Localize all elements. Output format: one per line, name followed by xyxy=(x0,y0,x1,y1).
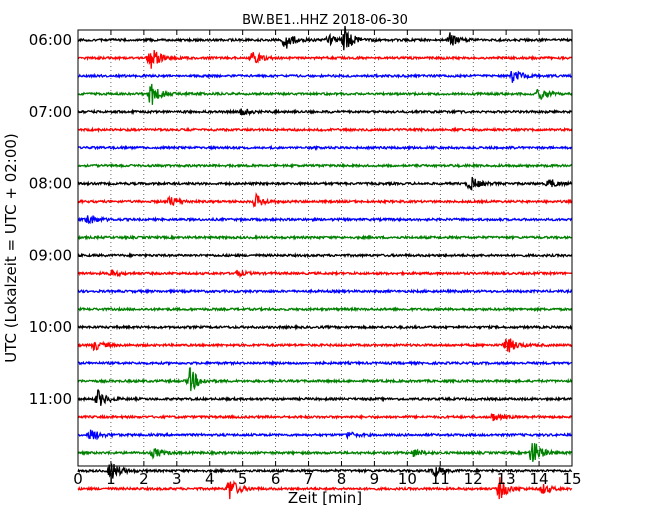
x-tick-label: 8 xyxy=(337,470,347,488)
seismic-trace-8 xyxy=(77,176,573,191)
x-tick-label: 0 xyxy=(73,470,83,488)
seismic-trace-18 xyxy=(77,359,572,367)
seismic-trace-12 xyxy=(77,252,573,259)
x-tick-label: 12 xyxy=(464,470,483,488)
x-tick-label: 3 xyxy=(172,470,182,488)
x-tick-label: 4 xyxy=(205,470,215,488)
seismic-trace-23 xyxy=(77,443,573,462)
y-tick-label: 06:00 xyxy=(29,31,72,49)
x-tick-label: 15 xyxy=(562,470,581,488)
seismic-trace-19 xyxy=(77,367,572,392)
x-tick-label: 10 xyxy=(398,470,417,488)
seismic-trace-2 xyxy=(78,70,573,83)
vertical-grid xyxy=(110,30,540,466)
x-tick-label: 11 xyxy=(431,470,450,488)
seismic-trace-16 xyxy=(77,323,573,331)
seismic-trace-17 xyxy=(77,338,573,353)
seismic-trace-21 xyxy=(77,412,573,422)
seismic-trace-14 xyxy=(77,288,573,295)
seismic-trace-22 xyxy=(77,429,573,441)
chart-title: BW.BE1..HHZ 2018-06-30 xyxy=(242,13,408,28)
x-tick-label: 7 xyxy=(304,470,314,488)
x-tick-label: 6 xyxy=(271,470,281,488)
seismic-trace-10 xyxy=(77,215,573,225)
seismic-trace-11 xyxy=(78,234,573,241)
seismic-trace-9 xyxy=(77,191,573,208)
y-tick-label: 07:00 xyxy=(29,103,72,121)
seismic-trace-4 xyxy=(77,108,573,117)
y-tick-label: 08:00 xyxy=(29,175,72,193)
y-axis-label: UTC (Lokalzeit = UTC + 02:00) xyxy=(2,133,20,363)
x-axis-label: Zeit [min] xyxy=(288,489,362,507)
y-tick-label: 10:00 xyxy=(29,318,72,336)
seismic-trace-0 xyxy=(77,25,573,51)
x-tick-label: 5 xyxy=(238,470,248,488)
y-tick-label: 09:00 xyxy=(29,246,72,264)
x-tick-label: 1 xyxy=(106,470,116,488)
trace-lines xyxy=(77,25,573,500)
x-tick-label: 2 xyxy=(139,470,149,488)
seismic-trace-5 xyxy=(77,126,573,133)
x-tick-label: 14 xyxy=(530,470,549,488)
x-tick-label: 9 xyxy=(370,470,380,488)
seismic-trace-3 xyxy=(78,83,573,105)
seismic-trace-6 xyxy=(77,144,573,151)
seismic-trace-20 xyxy=(77,389,572,406)
seismic-trace-15 xyxy=(77,305,573,313)
seismic-trace-25 xyxy=(77,477,573,500)
seismic-trace-7 xyxy=(77,162,572,170)
x-axis-ticks: 0 1 2 3 4 5 6 7 8 9 10 11 12 13 14 15 xyxy=(73,30,582,488)
plot-frame xyxy=(77,29,573,467)
seismic-trace-24 xyxy=(77,463,573,479)
seismic-trace-13 xyxy=(77,269,573,279)
x-tick-label: 13 xyxy=(497,470,516,488)
seismic-trace-1 xyxy=(77,49,573,69)
y-tick-label: 11:00 xyxy=(29,390,72,408)
y-axis-ticks: 06:00 07:00 08:00 09:00 10:00 11:00 xyxy=(29,31,572,408)
